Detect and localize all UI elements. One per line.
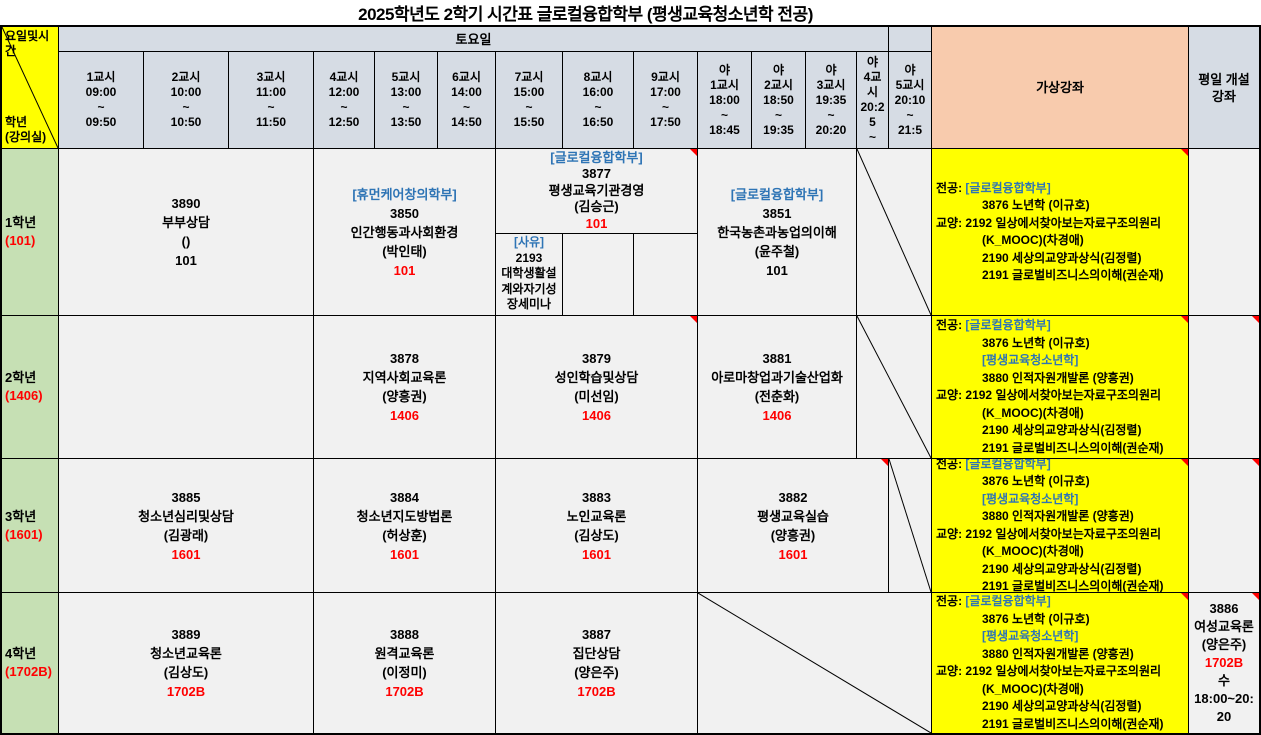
grade-header-year4: 4학년 (1702B) <box>2 593 58 733</box>
virtual-lectures-header: 가상강좌 <box>932 27 1188 148</box>
grade-header-year3: 3학년 (1601) <box>2 459 58 592</box>
diagonal-line-icon <box>889 459 931 592</box>
period-header-p8: 8교시 16:00 ~16:50 <box>563 52 633 148</box>
virtual-lectures-cell-year2: 전공: [글로컬융합학부] 3876 노년학 (이규호) [평생교육청소년학] 388… <box>932 316 1188 458</box>
course-cell-3889: 3889 청소년교육론 (김상도) 1702B <box>59 593 313 733</box>
period-header-p6: 6교시 14:00 ~14:50 <box>438 52 495 148</box>
course-cell-3877-group: [글로컬융합학부] 3877 평생교육기관경영 (김승근) 101 [사유] 2193 대학… <box>496 149 697 315</box>
period-header-p2: 2교시 10:00 ~10:50 <box>144 52 228 148</box>
period-header-p5: 5교시 13:00 ~13:50 <box>375 52 437 148</box>
diagonal-line-icon <box>698 593 931 733</box>
period-header-p7: 7교시 15:00 ~15:50 <box>496 52 562 148</box>
period-header-n1: 야 1교시 18:00 ~18:45 <box>698 52 751 148</box>
corner-label-bottom: 학년 (강의실) <box>5 115 47 144</box>
course-cell-3884: 3884 청소년지도방법론 (허상훈) 1601 <box>314 459 495 592</box>
diagonal-empty-cell <box>857 316 931 458</box>
course-cell-3881: 3881 아로마창업과기술산업화 (전춘화) 1406 <box>698 316 856 458</box>
weekday-course-cell-year2 <box>1189 316 1259 458</box>
empty-cell <box>562 234 633 315</box>
diagonal-line-icon <box>2 27 58 148</box>
diagonal-empty-cell <box>889 459 931 592</box>
course-cell-3885: 3885 청소년심리및상담 (김광래) 1601 <box>59 459 313 592</box>
weekday-courses-header: 평일 개설 강좌 <box>1189 27 1259 148</box>
course-cell-3882: 3882 평생교육실습 (양흥권) 1601 <box>698 459 888 592</box>
course-cell-3850: [휴먼케어창의학부] 3850 인간행동과사회환경 (박인태) 101 <box>314 149 495 315</box>
course-cell-3878: 3878 지역사회교육론 (양흥권) 1406 <box>314 316 495 458</box>
period-header-n4: 야 4교시 20:25 ~ <box>857 52 888 148</box>
diagonal-empty-cell <box>857 149 931 315</box>
virtual-lectures-cell-year1: 전공: [글로컬융합학부] 3876 노년학 (이규호) 교양: 2192 일상에서… <box>932 149 1188 315</box>
course-cell-2193: [사유] 2193 대학생활설계와자기성장세미나 <box>501 235 557 311</box>
course-cell-3888: 3888 원격교육론 (이정미) 1702B <box>314 593 495 733</box>
period-header-p3: 3교시 11:00 ~11:50 <box>229 52 313 148</box>
period-header-n3: 야 3교시 19:35 ~20:20 <box>806 52 856 148</box>
period-header-p9: 9교시 17:00 ~17:50 <box>634 52 697 148</box>
course-cell-3877: [글로컬융합학부] 3877 평생교육기관경영 (김승근) 101 <box>496 149 697 234</box>
course-cell-3879: 3879 성인학습및상담 (미선임) 1406 <box>496 316 697 458</box>
diagonal-line-icon <box>857 149 931 315</box>
period-header-n2: 야 2교시 18:50 ~19:35 <box>752 52 805 148</box>
virtual-lectures-cell-year3: 전공: [글로컬융합학부] 3876 노년학 (이규호) [평생교육청소년학] 388… <box>932 459 1188 592</box>
period-header-n5: 야 5교시 20:10 ~21:5 <box>889 52 931 148</box>
period-header-p4: 4교시 12:00 ~12:50 <box>314 52 374 148</box>
empty-cell <box>59 316 313 458</box>
course-cell-3883: 3883 노인교육론 (김상도) 1601 <box>496 459 697 592</box>
diagonal-line-icon <box>857 316 931 458</box>
page-title: 2025학년도 2학기 시간표 글로컬융합학부 (평생교육청소년학 전공) <box>358 5 813 24</box>
empty-cell <box>633 234 697 315</box>
course-cell-3887: 3887 집단상담 (양은주) 1702B <box>496 593 697 733</box>
diagonal-empty-cell <box>698 593 931 733</box>
weekday-course-cell-year3 <box>1189 459 1259 592</box>
corner-cell: 요일및시간 학년 (강의실) <box>2 27 58 148</box>
weekday-course-cell-year1 <box>1189 149 1259 315</box>
course-cell-3890: 3890 부부상담() 101 <box>59 149 313 315</box>
day-header-spacer <box>889 27 931 51</box>
corner-label-top: 요일및시간 <box>5 29 50 58</box>
virtual-lectures-cell-year4: 전공: [글로컬융합학부] 3876 노년학 (이규호) [평생교육청소년학] 388… <box>932 593 1188 733</box>
course-cell-3851: [글로컬융합학부] 3851 한국농촌과농업의이해 (윤주철) 101 <box>698 149 856 315</box>
grade-header-year2: 2학년 (1406) <box>2 316 58 458</box>
course-cell-3886: 3886 여성교육론 (양은주) 1702B 수 18:00~20:20 <box>1189 593 1259 733</box>
grade-header-year1: 1학년 (101) <box>2 149 58 315</box>
period-header-p1: 1교시 09:00 ~09:50 <box>59 52 143 148</box>
timetable-grid: 요일및시간 학년 (강의실) 토요일 가상강좌 평일 개설 강좌 1교시 09:00… <box>0 25 1261 735</box>
day-header-saturday: 토요일 <box>59 27 888 51</box>
